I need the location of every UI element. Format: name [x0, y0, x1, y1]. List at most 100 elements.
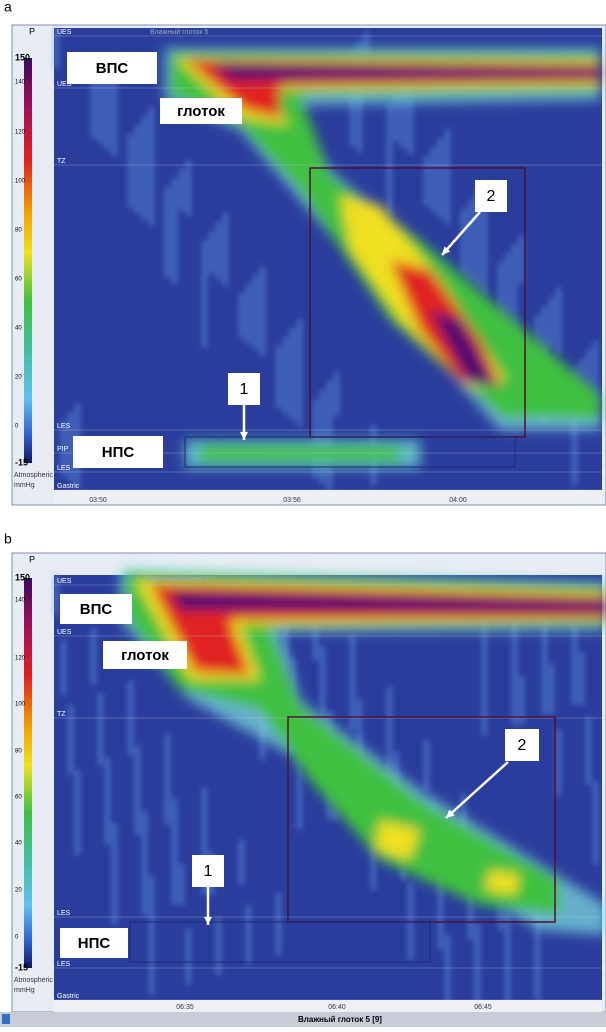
stripe — [75, 770, 80, 855]
scale-tick: -15 — [15, 962, 28, 972]
annotation: глоток — [177, 103, 225, 120]
sensor-label: PIP — [57, 446, 69, 453]
time-tick: 03:56 — [283, 497, 301, 504]
stripe — [387, 103, 392, 216]
stripe — [165, 734, 170, 825]
scale-tick: 100 — [15, 702, 26, 708]
stripe — [556, 729, 561, 795]
stripe — [179, 169, 184, 210]
panel-label: b — [4, 531, 12, 547]
footer-icon — [2, 1014, 10, 1024]
stripe — [142, 116, 147, 220]
stripe — [579, 652, 584, 705]
scale-header: P — [29, 26, 35, 36]
sensor-label: LES — [57, 910, 71, 917]
annotation: НПС — [78, 935, 111, 952]
stripe — [276, 346, 281, 408]
sensor-label: Gastric — [57, 483, 80, 490]
annotation: 1 — [204, 863, 213, 880]
stripe — [468, 200, 473, 282]
stripe — [350, 634, 355, 730]
scale-tick: 100 — [15, 179, 26, 185]
annotation: ВПС — [80, 601, 113, 618]
stripe — [593, 782, 598, 865]
scale-header: P — [29, 554, 35, 564]
stripe — [246, 284, 251, 344]
stripe — [216, 917, 221, 975]
scale-tick: -15 — [15, 457, 28, 467]
stripe — [105, 758, 110, 845]
panel-label: a — [4, 0, 12, 15]
stripe — [438, 138, 443, 218]
stripe — [91, 628, 96, 685]
stripe — [445, 129, 450, 224]
stripe — [586, 717, 591, 785]
sensor-label: LES — [57, 465, 71, 472]
annotation: глоток — [121, 647, 169, 664]
time-tick: 06:35 — [176, 1004, 194, 1011]
stripe — [556, 288, 561, 354]
stripe — [276, 893, 281, 955]
annotation: 2 — [487, 188, 496, 205]
stripe — [186, 929, 191, 985]
caption: Влажный глоток 5 — [150, 575, 208, 583]
pressure-zone — [200, 445, 400, 462]
scale-tick: 140 — [15, 598, 26, 604]
scale-tick: 80 — [15, 749, 22, 755]
time-tick: 06:40 — [328, 1004, 346, 1011]
stripe — [61, 640, 66, 695]
footer-text: Влажный глоток 5 [9] — [298, 1015, 382, 1024]
annotation: 2 — [518, 737, 527, 754]
scale-tick: 150 — [15, 572, 30, 582]
stripe — [505, 911, 510, 1010]
stripe — [461, 209, 466, 276]
colorbar — [24, 578, 32, 968]
stripe — [135, 125, 140, 214]
stripe — [179, 864, 184, 905]
scale-tick: 60 — [15, 795, 22, 801]
scale-tick: 60 — [15, 277, 22, 283]
pressure-zone — [500, 402, 600, 418]
time-tick: 03:50 — [89, 497, 107, 504]
stripe — [135, 746, 140, 835]
sensor-label: UES — [57, 629, 72, 636]
scale-unit: mmHg — [14, 987, 35, 994]
stripe — [68, 705, 73, 775]
time-tick: 06:45 — [474, 1004, 492, 1011]
stripe — [223, 213, 228, 286]
stripe — [283, 337, 288, 414]
sensor-label: Gastric — [57, 993, 80, 1000]
scale-tick: 120 — [15, 656, 26, 662]
stripe — [239, 293, 244, 338]
stripe — [431, 147, 436, 212]
scale-tick: 150 — [15, 52, 30, 62]
stripe — [424, 156, 429, 206]
scale-unit: Atmospheric — [14, 472, 53, 479]
stripe — [165, 187, 170, 278]
stripe — [98, 693, 103, 765]
scale-tick: 120 — [15, 130, 26, 136]
scale-unit: mmHg — [14, 482, 35, 489]
stripe — [424, 740, 429, 790]
stripe — [149, 107, 154, 226]
stripe — [408, 882, 413, 960]
stripe — [149, 876, 154, 995]
sensor-label: TZ — [57, 158, 66, 165]
sensor-label: UES — [57, 29, 72, 36]
sensor-label: TZ — [57, 711, 66, 718]
stripe — [260, 266, 265, 356]
stripe — [549, 297, 554, 348]
stripe — [239, 840, 244, 885]
scale-tick: 20 — [15, 375, 22, 381]
stripe — [112, 823, 117, 925]
stripe — [519, 235, 524, 284]
figure: aP150140120100806040200-15AtmosphericmmH… — [0, 0, 606, 1027]
annotation: ВПС — [96, 60, 129, 77]
time-tick: 04:00 — [449, 497, 467, 504]
scale-unit: Atmospheric — [14, 977, 53, 984]
stripe — [172, 178, 177, 284]
time-axis — [54, 490, 602, 503]
sensor-label: UES — [57, 578, 72, 585]
stripe — [253, 275, 258, 350]
annotation: НПС — [102, 444, 135, 461]
